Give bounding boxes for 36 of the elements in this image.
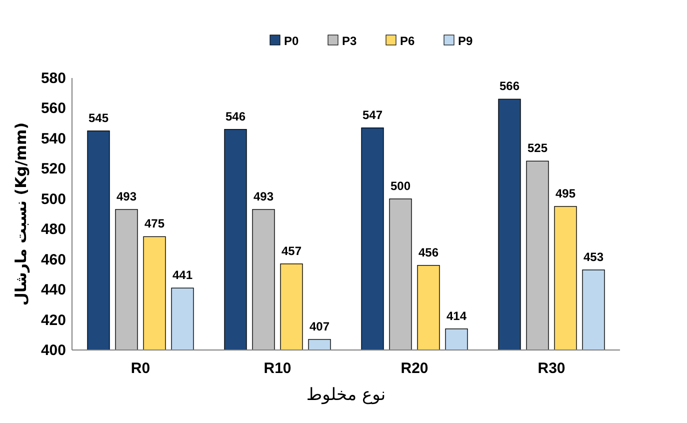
y-tick-label: 560 [40,100,66,118]
legend-label: P9 [458,34,474,48]
y-tick-label: 460 [40,251,66,268]
y-tick-label: 580 [40,70,66,87]
data-label: 457 [281,244,302,258]
x-tick-label: R10 [264,360,292,377]
data-label: 546 [225,109,246,124]
data-label: 500 [390,178,411,193]
y-axis-title: نسبت مارشال (Kg/mm) [12,122,30,306]
y-tick-label: 480 [40,221,66,238]
y-tick-label: 420 [40,312,66,329]
data-label: 547 [362,108,383,122]
data-label: 493 [116,189,137,204]
data-label: 475 [144,216,165,231]
data-label: 493 [253,189,274,204]
data-label: 545 [88,110,109,125]
legend-label: P0 [284,34,300,48]
y-tick-label: 540 [40,130,66,148]
data-label: 456 [418,245,439,260]
x-axis-title: نوع مخلوط [306,385,386,405]
y-tick-label: 520 [40,160,66,178]
legend-label: P6 [400,34,416,48]
x-tick-label: R20 [400,360,428,377]
data-label: 414 [446,308,467,323]
data-label: 453 [583,250,604,264]
x-tick-label: R0 [130,360,150,377]
data-label: 566 [499,79,520,94]
x-tick-label: R30 [538,360,566,377]
y-tick-label: 500 [40,190,66,208]
data-label: 407 [309,319,330,334]
legend-label: P3 [342,34,358,48]
y-tick-label: 400 [40,342,66,359]
data-label: 441 [172,268,193,282]
y-tick-label: 440 [40,282,66,299]
data-label: 495 [555,186,576,200]
data-label: 525 [527,141,548,156]
